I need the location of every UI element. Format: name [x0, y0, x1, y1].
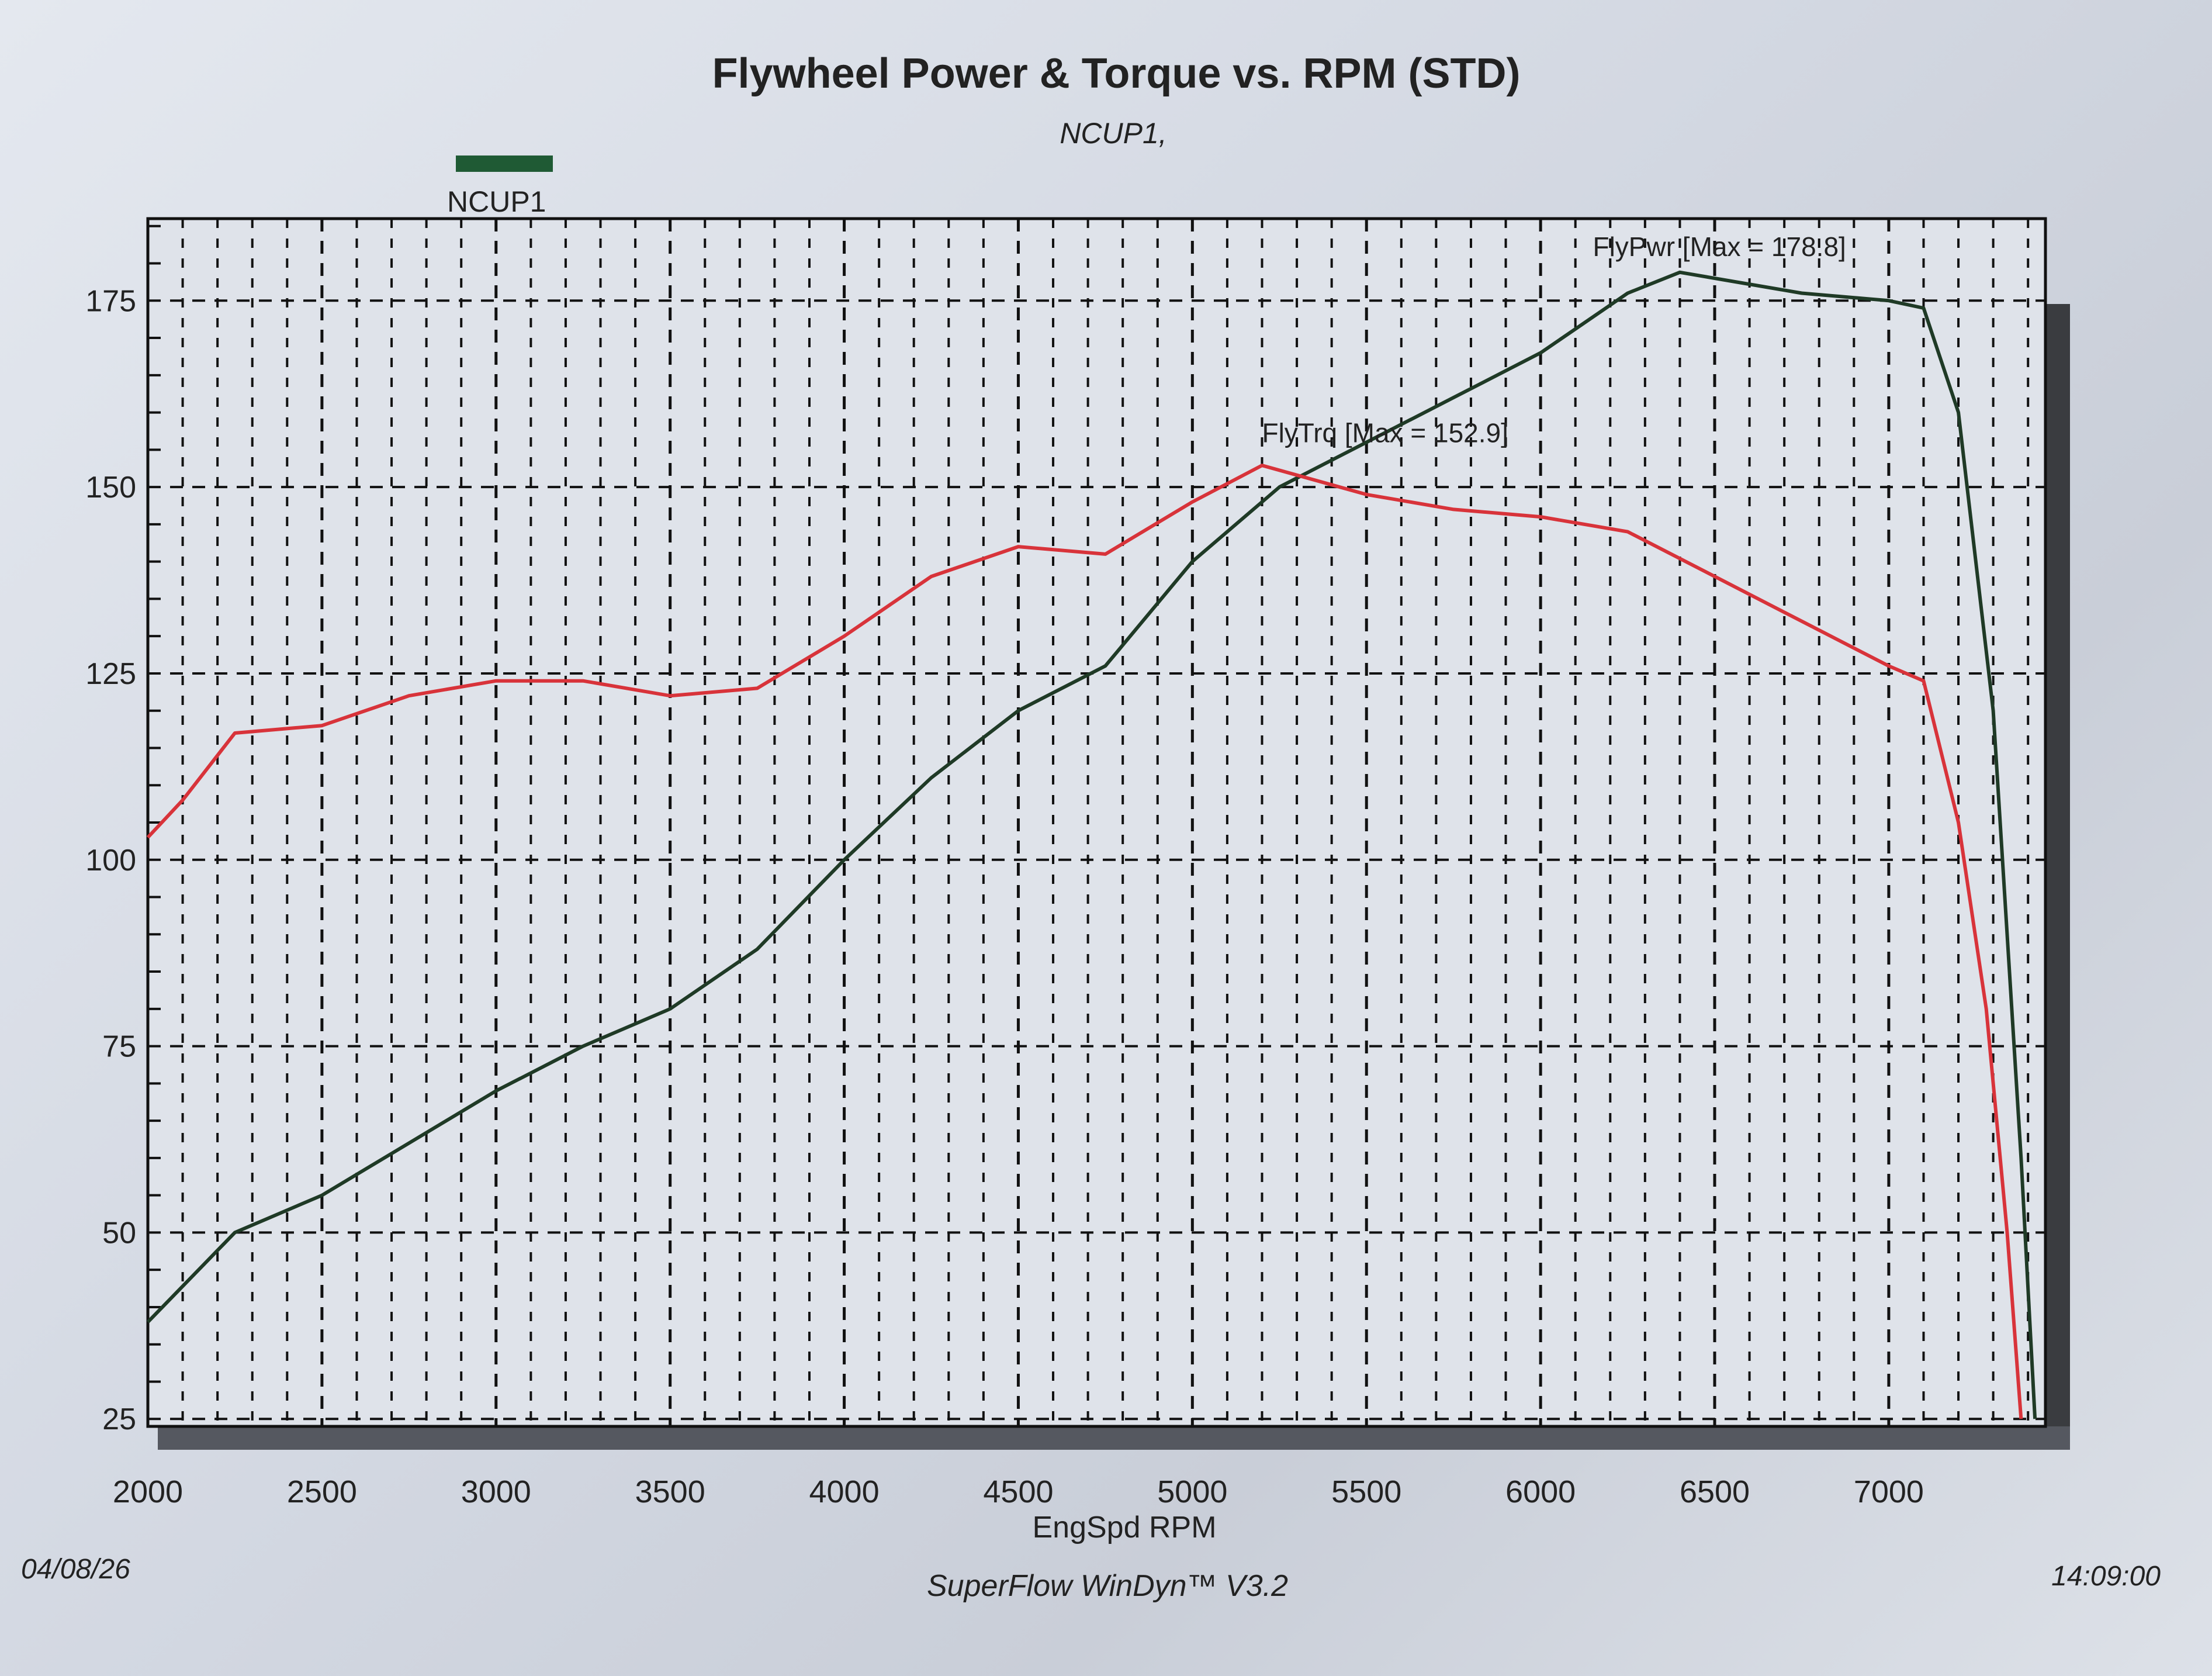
torque-max-annotation: FlyTrq [Max = 152.9]	[1262, 418, 1508, 448]
footer-software: SuperFlow WinDyn™ V3.2	[927, 1569, 1288, 1603]
y-tick-label: 125	[85, 657, 136, 691]
footer-date: 04/08/26	[21, 1554, 130, 1585]
chart-title: Flywheel Power & Torque vs. RPM (STD)	[712, 50, 1521, 97]
legend-label: NCUP1	[447, 185, 546, 218]
x-axis-label: EngSpd RPM	[1032, 1511, 1216, 1544]
x-tick-label: 6000	[1505, 1474, 1576, 1509]
chart-subtitle: NCUP1,	[1060, 117, 1166, 150]
plot-shadow-bottom	[158, 1426, 2070, 1450]
y-tick-label: 75	[102, 1030, 136, 1064]
x-tick-label: 4000	[809, 1474, 879, 1509]
x-tick-label: 5000	[1157, 1474, 1227, 1509]
y-tick-label: 25	[102, 1402, 136, 1436]
x-tick-label: 6500	[1680, 1474, 1750, 1509]
x-tick-label: 3500	[635, 1474, 705, 1509]
y-tick-label: 50	[102, 1216, 136, 1250]
series-lines	[146, 270, 2037, 1419]
x-tick-label: 7000	[1854, 1474, 1924, 1509]
x-tick-label: 4500	[983, 1474, 1053, 1509]
axis-ticks: 2000 2500 3000 3500 4000 4500 5000 5500 6000 6500…	[85, 284, 1924, 1509]
x-tick-label: 2000	[113, 1474, 183, 1509]
x-tick-label: 2500	[287, 1474, 357, 1509]
plot-area	[146, 217, 2047, 1428]
legend-swatch	[456, 155, 553, 172]
series-line-flypwr	[146, 270, 2037, 1419]
series-line-flytrq	[146, 464, 2023, 1419]
power-max-annotation: FlyPwr [Max = 178.8]	[1593, 231, 1846, 262]
footer-time: 14:09:00	[2051, 1561, 2161, 1592]
y-tick-label: 100	[85, 844, 136, 877]
y-tick-label: 150	[85, 471, 136, 504]
x-tick-label: 5500	[1331, 1474, 1401, 1509]
y-tick-label: 175	[85, 284, 136, 318]
plot-shadow-right	[2045, 304, 2070, 1450]
x-tick-label: 3000	[461, 1474, 531, 1509]
